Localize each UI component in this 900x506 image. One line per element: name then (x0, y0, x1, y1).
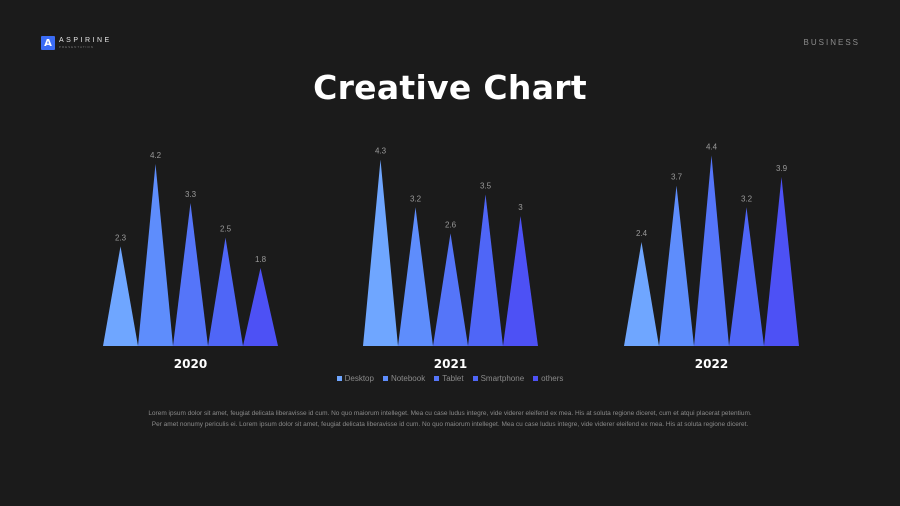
legend-label: Tablet (442, 374, 464, 383)
chart-year-label: 2022 (695, 357, 728, 371)
brand-logo: A ASPIRINE PRESENTATION (41, 36, 112, 50)
bar-notebook (398, 207, 433, 346)
data-label: 4.2 (150, 151, 162, 160)
slide-title: Creative Chart (313, 68, 587, 107)
bar-tablet (694, 155, 729, 346)
data-label: 2.4 (636, 229, 648, 238)
bar-desktop (624, 242, 659, 346)
data-label: 3.7 (671, 173, 683, 182)
bar-notebook (138, 164, 173, 346)
bar-desktop (103, 246, 138, 346)
chart-legend: Desktop Notebook Tablet Smartphone other… (0, 374, 900, 383)
data-label: 4.4 (706, 142, 718, 151)
bar-tablet (433, 233, 468, 346)
legend-swatch (472, 376, 478, 381)
data-label: 3 (518, 203, 523, 212)
brand-name: ASPIRINE (59, 37, 112, 44)
data-label: 2.6 (445, 220, 457, 229)
bar-others (764, 177, 799, 346)
category-label: BUSINESS (803, 38, 860, 47)
legend-swatch (382, 376, 388, 381)
data-label: 3.2 (410, 194, 422, 203)
chart-2021: 4.3 3.2 2.6 3.5 3 2021 (363, 147, 538, 371)
data-label: 1.8 (255, 255, 267, 264)
chart-year-label: 2021 (434, 357, 467, 371)
logo-mark: A (41, 36, 55, 50)
data-label: 2.3 (115, 233, 127, 242)
legend-label: others (541, 374, 564, 383)
legend-label: Smartphone (480, 374, 525, 383)
bar-tablet (173, 203, 208, 346)
legend-item: Notebook (382, 374, 426, 383)
chart-2022: 2.4 3.7 4.4 3.2 3.9 2022 (624, 142, 799, 371)
bar-others (243, 268, 278, 346)
body-paragraph: Lorem ipsum dolor sit amet, feugiat deli… (148, 410, 752, 428)
legend-item: Desktop (336, 374, 374, 383)
brand-tagline: PRESENTATION (59, 45, 94, 49)
legend-label: Notebook (390, 374, 426, 383)
legend-item: others (533, 374, 563, 383)
data-label: 3.3 (185, 190, 197, 199)
data-label: 3.2 (741, 194, 753, 203)
bar-smartphone (208, 237, 243, 346)
legend-item: Tablet (434, 374, 464, 383)
chart-2020: 2.3 4.2 3.3 2.5 1.8 2020 (103, 151, 278, 371)
legend-swatch (336, 376, 342, 381)
data-label: 4.3 (375, 147, 387, 156)
bar-smartphone (468, 194, 503, 346)
data-label: 2.5 (220, 225, 232, 234)
chart-year-label: 2020 (174, 357, 207, 371)
data-label: 3.5 (480, 181, 492, 190)
bar-smartphone (729, 207, 764, 346)
logo-text: ASPIRINE PRESENTATION (59, 37, 112, 49)
legend-label: Desktop (344, 374, 374, 383)
bar-desktop (363, 159, 398, 346)
bar-others (503, 216, 538, 346)
legend-swatch (434, 376, 440, 381)
legend-item: Smartphone (472, 374, 525, 383)
legend-swatch (533, 376, 539, 381)
bar-notebook (659, 185, 694, 346)
data-label: 3.9 (776, 164, 788, 173)
